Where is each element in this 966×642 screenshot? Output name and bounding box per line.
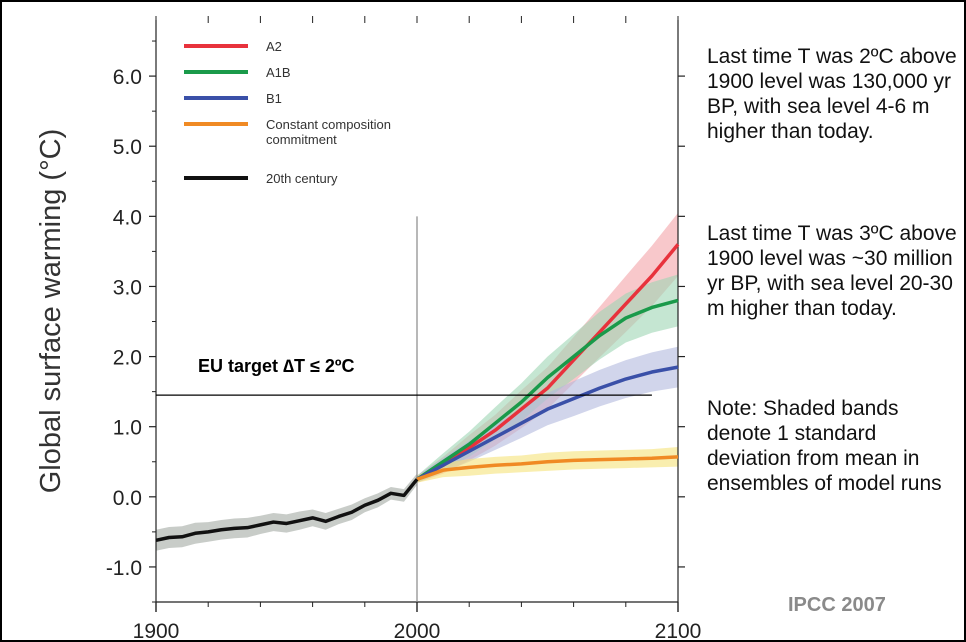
y-tick-label: -1.0 xyxy=(106,557,142,580)
note-2c-paleoclimate: Last time T was 2ºC above 1900 level was… xyxy=(707,45,957,143)
y-tick-label: 6.0 xyxy=(113,66,142,89)
source-label: IPCC 2007 xyxy=(788,594,886,616)
band-constant-composition-commitment xyxy=(417,447,678,483)
line-a2 xyxy=(416,243,680,481)
legend-label-a1b: A1B xyxy=(266,65,291,80)
legend-label-a2: A2 xyxy=(266,39,282,54)
legend-label-b1: B1 xyxy=(266,91,282,106)
y-ticks: -1.0 0.0 1.0 2.0 3.0 4.0 5.0 6.0 xyxy=(106,40,685,603)
note-3c-paleoclimate: Last time T was 3ºC above 1900 level was… xyxy=(707,222,957,320)
chart-axes: -1.0 0.0 1.0 2.0 3.0 4.0 5.0 6.0 1900 2000 2100 xyxy=(106,16,702,642)
x-tick-label: 1900 xyxy=(133,620,180,642)
legend: A2 A1B B1 Constant composition commitmen… xyxy=(184,39,391,186)
line-a1b xyxy=(416,298,679,481)
band-20th-century xyxy=(156,473,417,551)
legend-label-constant-line2: commitment xyxy=(266,132,337,147)
y-tick-label: 1.0 xyxy=(113,417,142,440)
series-lines xyxy=(155,243,680,543)
line-b1 xyxy=(416,365,679,481)
line-constant-composition-commitment xyxy=(416,455,679,481)
y-tick-label: 0.0 xyxy=(113,487,142,510)
band-b1 xyxy=(417,346,678,483)
legend-label-constant-line1: Constant composition xyxy=(266,117,391,132)
y-tick-label: 2.0 xyxy=(113,347,142,370)
note-shaded-bands: Note: Shaded bands denote 1 standard dev… xyxy=(707,397,942,495)
y-tick-label: 3.0 xyxy=(113,276,142,299)
legend-label-20th-century: 20th century xyxy=(266,171,338,186)
x-tick-label: 2000 xyxy=(394,620,441,642)
x-tick-label: 2100 xyxy=(655,620,702,642)
eu-target-label: EU target ∆T ≤ 2ºC xyxy=(198,356,355,376)
x-ticks: 1900 2000 2100 xyxy=(133,16,702,642)
y-tick-label: 4.0 xyxy=(113,206,142,229)
line-20th-century xyxy=(155,478,419,543)
y-tick-label: 5.0 xyxy=(113,136,142,159)
band-a2 xyxy=(417,212,678,483)
y-axis-label: Global surface warming (°C) xyxy=(35,129,67,494)
